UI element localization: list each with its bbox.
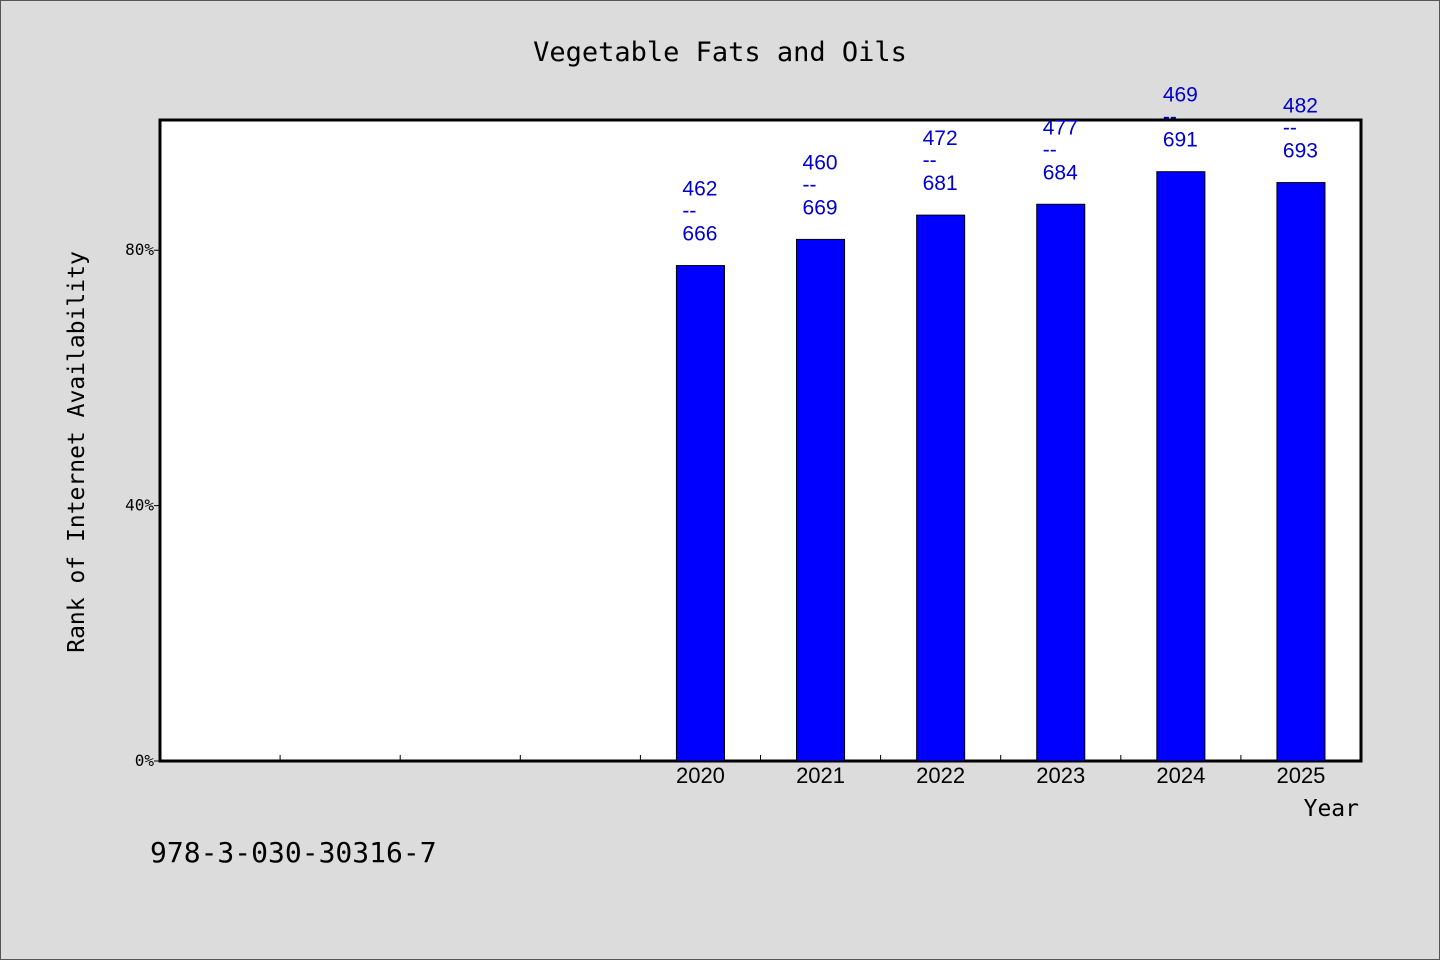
data-label-top: 482 [1283,95,1318,118]
data-label-separator: -- [803,173,817,196]
chart-title: Vegetable Fats and Oils [533,37,907,68]
ticks-layer: 0% 40% 80% 2020 2021 2022 2023 2024 2025 [125,240,1325,788]
data-label-separator: -- [923,149,937,172]
y-tick-label: 0% [135,751,155,770]
data-label-bottom: 691 [1163,129,1198,152]
x-axis-title: Year [1304,796,1359,822]
bar [1276,182,1326,762]
data-label-bottom: 669 [803,196,838,219]
x-tick-label: 2020 [676,763,725,788]
data-label-top: 477 [1043,116,1078,139]
data-label-bottom: 693 [1283,140,1318,163]
x-tick-label: 2023 [1036,763,1085,788]
data-label-bottom: 684 [1043,161,1078,184]
data-label-bottom: 666 [682,223,717,246]
bar [916,214,966,762]
x-tick-label: 2021 [796,763,845,788]
data-label-top: 462 [682,178,717,201]
bar [1156,171,1206,762]
footer-id-text: 978-3-030-30316-7 [150,836,437,869]
data-labels-layer: 462--666460--669472--681477--684469--691… [682,84,1318,246]
bar [796,238,846,762]
bar [1036,203,1086,762]
x-tick-label: 2022 [916,763,965,788]
data-label-bottom: 681 [923,172,958,195]
data-label-top: 469 [1163,84,1198,107]
data-label-separator: -- [1163,106,1177,129]
data-label-top: 460 [803,151,838,174]
data-label-separator: -- [682,200,696,223]
data-label-separator: -- [1283,117,1297,140]
x-tick-label: 2025 [1276,763,1325,788]
y-tick-label: 80% [125,240,154,259]
bars-layer [675,171,1326,762]
y-axis-title: Rank of Internet Availability [64,251,90,653]
x-tick-label: 2024 [1156,763,1205,788]
data-label-top: 472 [923,127,958,150]
bar [675,265,725,762]
y-tick-label: 40% [125,496,154,515]
data-label-separator: -- [1043,138,1057,161]
